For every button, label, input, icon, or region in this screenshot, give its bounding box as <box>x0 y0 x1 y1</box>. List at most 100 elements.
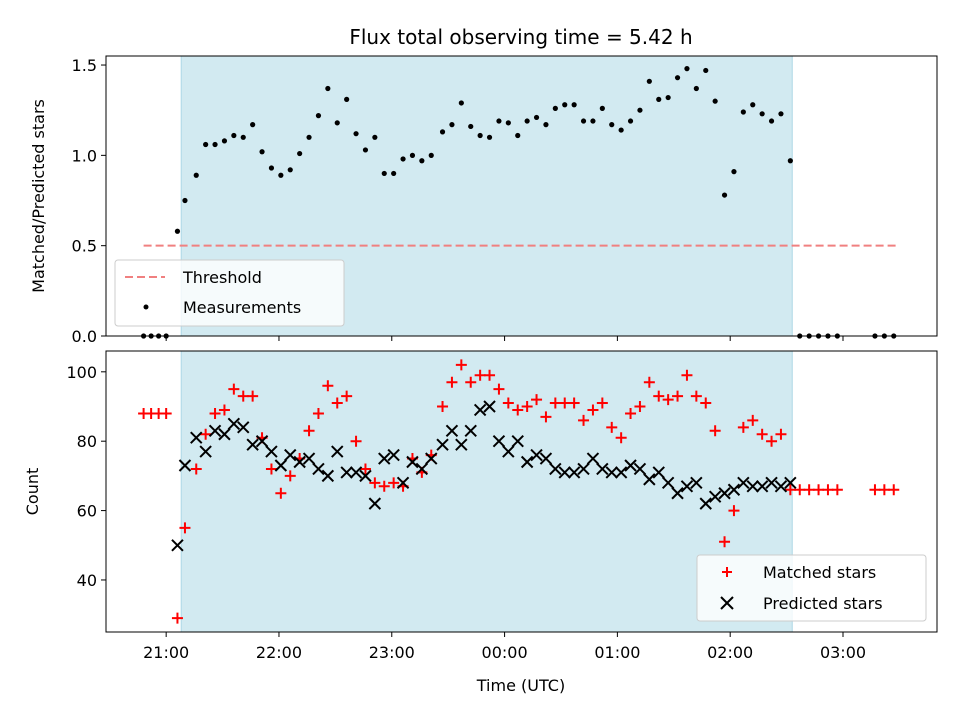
matched-star-point <box>813 484 825 496</box>
matched-star-point <box>728 505 740 517</box>
matched-star-point <box>160 407 172 419</box>
measurement-point <box>372 134 378 140</box>
predicted-star-point <box>284 448 297 462</box>
predicted-star-point <box>255 434 269 448</box>
matched-star-point <box>502 397 514 409</box>
matched-star-point <box>369 477 381 489</box>
measurement-point <box>306 134 312 140</box>
measurement-point <box>703 67 709 74</box>
matched-star-point <box>766 435 778 447</box>
predicted-star-point <box>567 466 581 479</box>
measurement-point <box>562 102 568 108</box>
matched-star-point <box>587 404 599 416</box>
matched-star-point <box>775 428 787 440</box>
measurement-point <box>637 107 643 113</box>
matched-star-point <box>209 407 221 419</box>
measurement-point <box>693 85 699 92</box>
predicted-star-point <box>624 459 637 472</box>
measurement-point <box>477 132 483 139</box>
measurement-point <box>712 98 718 104</box>
measurement-point <box>400 156 406 162</box>
measurement-point <box>609 122 615 128</box>
predicted-star-point <box>502 445 515 458</box>
x-tick-label: 02:00 <box>707 643 753 662</box>
predicted-star-point <box>746 480 759 493</box>
matched-star-point <box>634 401 646 413</box>
predicted-star-point <box>614 466 628 479</box>
predicted-star-point <box>406 455 419 469</box>
measurement-point <box>221 138 228 144</box>
matched-star-point <box>531 394 543 406</box>
measurement-point <box>240 134 246 140</box>
matched-star-point <box>179 522 191 534</box>
predicted-star-point <box>340 466 353 479</box>
matched-star-point <box>549 397 561 409</box>
top-y-ticks: 0.0 0.5 1.0 1.5 <box>72 56 106 346</box>
matched-star-point <box>322 380 334 392</box>
predicted-star-point <box>690 476 703 490</box>
matched-star-point <box>568 397 580 409</box>
measurement-point <box>325 85 331 92</box>
measurement-point <box>768 118 775 124</box>
matched-star-point <box>643 376 655 388</box>
predicted-star-point <box>246 438 259 451</box>
measurement-point <box>203 141 209 148</box>
x-tick-label: 23:00 <box>369 643 415 662</box>
predicted-star-point <box>199 445 212 458</box>
bottom-legend: Matched stars Predicted stars <box>696 554 927 622</box>
measurement-point <box>740 109 746 115</box>
measurement-point <box>787 158 793 164</box>
predicted-star-point <box>596 462 609 476</box>
predicted-star-point <box>680 480 694 493</box>
measurement-point <box>496 118 502 124</box>
matched-star-point <box>465 376 477 388</box>
matched-star-point <box>446 376 458 388</box>
predicted-star-point <box>190 431 203 444</box>
y-tick-label: 80 <box>77 432 97 451</box>
measurement-point <box>590 118 596 124</box>
matched-star-point <box>672 390 684 402</box>
measurement-point <box>599 105 605 111</box>
matched-star-point <box>331 397 343 409</box>
measurement-point <box>315 113 322 119</box>
matched-star-point <box>284 470 296 482</box>
measurement-point <box>665 94 671 101</box>
predicted-star-point <box>633 462 647 476</box>
measurement-point <box>193 172 199 178</box>
measurement-point <box>297 150 303 157</box>
measurement-point <box>391 170 397 177</box>
predicted-star-point <box>699 497 712 510</box>
x-tick-label: 03:00 <box>820 643 866 662</box>
predicted-star-point <box>368 497 382 510</box>
matched-star-point <box>521 401 533 413</box>
matched-star-point <box>237 390 249 402</box>
predicted-star-point <box>455 438 468 451</box>
matched-star-point <box>831 484 843 496</box>
predicted-star-point <box>387 448 400 462</box>
predicted-star-point <box>227 417 241 431</box>
x-axis-label: Time (UTC) <box>476 676 565 695</box>
y-tick-label: 1.0 <box>72 146 97 165</box>
matched-star-point <box>484 369 496 381</box>
legend-matched-label: Matched stars <box>763 563 876 582</box>
predicted-star-point <box>671 487 684 500</box>
x-tick-label: 00:00 <box>482 643 528 662</box>
measurement-point <box>409 152 416 158</box>
predicted-star-point <box>520 455 534 469</box>
matched-star-point <box>559 397 571 409</box>
predicted-star-point <box>321 469 335 483</box>
matched-star-point <box>247 390 259 402</box>
legend-measurements-swatch <box>143 304 149 310</box>
matched-star-point <box>455 359 467 371</box>
matched-star-point <box>378 480 390 492</box>
predicted-star-point <box>436 438 449 451</box>
measurement-point <box>268 165 275 171</box>
matched-star-point <box>737 421 749 433</box>
matched-star-point <box>596 397 608 409</box>
measurement-point <box>174 228 181 234</box>
measurement-point <box>533 114 540 121</box>
measurement-point <box>618 127 624 133</box>
predicted-star-point <box>218 428 231 441</box>
measurement-point <box>439 129 446 135</box>
